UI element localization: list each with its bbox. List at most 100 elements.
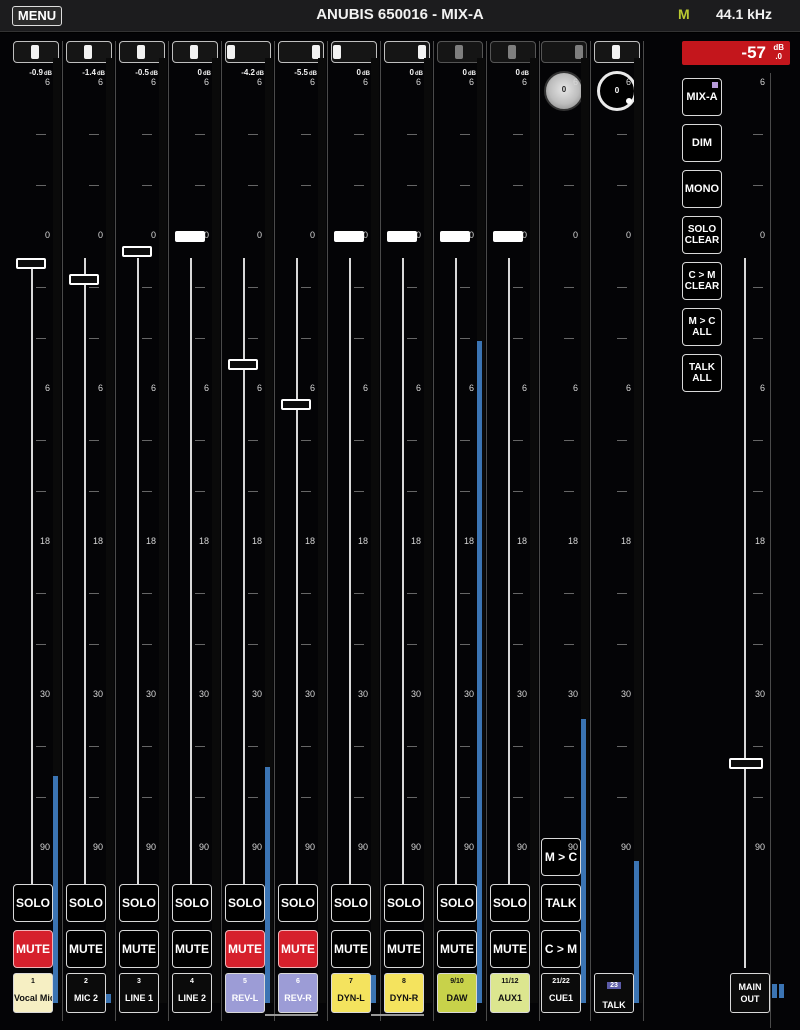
cue-m-to-c-button[interactable]: M > C (541, 838, 581, 876)
solo-button[interactable]: SOLO (172, 884, 212, 922)
mute-button[interactable]: MUTE (66, 930, 106, 968)
main-out-tab[interactable]: MAIN OUT (730, 973, 770, 1013)
scale-tick (89, 287, 99, 288)
solo-button[interactable]: SOLO (437, 884, 477, 922)
scale-label: 18 (39, 536, 50, 546)
mute-button[interactable]: MUTE (490, 930, 530, 968)
mixer-area: -0.9dB 6 0 6 18 30 90 SOLO MUTE 1 Vocal Mic -1.4dB 6… (0, 33, 800, 1030)
cue-knob[interactable]: 0 (544, 71, 584, 111)
pan-control[interactable] (225, 41, 271, 63)
talk-name-tab[interactable]: 23 TALK (594, 973, 634, 1013)
pan-control[interactable] (278, 41, 324, 63)
scale-label: 6 (415, 383, 421, 393)
cue-pan[interactable] (541, 41, 587, 63)
mute-button[interactable]: MUTE (172, 930, 212, 968)
pan-indicator (227, 45, 235, 59)
master-level-readout: -57 dB .0 (682, 41, 790, 65)
mute-button[interactable]: MUTE (384, 930, 424, 968)
pan-control[interactable] (437, 41, 483, 63)
scale-tick (407, 134, 417, 135)
scale-label: 6 (150, 77, 156, 87)
scale-tick (89, 593, 99, 594)
master-button-talk[interactable]: TALK ALL (682, 354, 722, 392)
main-out-label-2: OUT (740, 994, 760, 1004)
scale-label: 90 (145, 842, 156, 852)
channel-name-tab[interactable]: 11/12 AUX1 (490, 973, 530, 1013)
fader-handle[interactable] (175, 231, 205, 242)
fader-handle[interactable] (493, 231, 523, 242)
scale-label: 6 (468, 77, 474, 87)
fader-rail (402, 258, 404, 918)
scale-tick (460, 644, 470, 645)
mute-button[interactable]: MUTE (119, 930, 159, 968)
mute-button[interactable]: MUTE (331, 930, 371, 968)
channel-name-tab[interactable]: 8 DYN-R (384, 973, 424, 1013)
channel-name-tab[interactable]: 2 MIC 2 (66, 973, 106, 1013)
solo-button[interactable]: SOLO (13, 884, 53, 922)
scale-tick (407, 593, 417, 594)
scale-tick (36, 593, 46, 594)
channel-name-tab[interactable]: 1 Vocal Mic (13, 973, 53, 1013)
scale-label: 6 (97, 77, 103, 87)
fader-handle[interactable] (387, 231, 417, 242)
solo-button[interactable]: SOLO (66, 884, 106, 922)
channel-name-tab[interactable]: 5 REV-L (225, 973, 265, 1013)
fader-handle[interactable] (69, 274, 99, 285)
pan-control[interactable] (490, 41, 536, 63)
master-unit-bottom: .0 (775, 52, 782, 61)
solo-button[interactable]: SOLO (278, 884, 318, 922)
fader-handle[interactable] (281, 399, 311, 410)
gain-unit: dB (468, 71, 476, 77)
mute-button[interactable]: MUTE (13, 930, 53, 968)
master-button-line1: DIM (691, 136, 713, 149)
solo-button[interactable]: SOLO (225, 884, 265, 922)
pan-control[interactable] (331, 41, 377, 63)
menu-button[interactable]: MENU (12, 6, 62, 26)
fader-handle[interactable] (16, 258, 46, 269)
pan-control[interactable] (119, 41, 165, 63)
scale-tick (142, 491, 152, 492)
scale-tick (354, 746, 364, 747)
scale-label: 0 (309, 230, 315, 240)
pan-control[interactable] (384, 41, 430, 63)
scale-label: 0 (44, 230, 50, 240)
mute-button[interactable]: MUTE (278, 930, 318, 968)
solo-button[interactable]: SOLO (119, 884, 159, 922)
scale-label: 18 (198, 536, 209, 546)
master-button-mono[interactable]: MONO (682, 170, 722, 208)
pan-control[interactable] (66, 41, 112, 63)
fader-handle[interactable] (334, 231, 364, 242)
sample-rate: 44.1 kHz (716, 6, 773, 22)
mute-button[interactable]: MUTE (437, 930, 477, 968)
fader-handle[interactable] (228, 359, 258, 370)
solo-button[interactable]: SOLO (384, 884, 424, 922)
master-button-mix-a[interactable]: MIX-A (682, 78, 722, 116)
cue-talk-button[interactable]: TALK (541, 884, 581, 922)
master-button-dim[interactable]: DIM (682, 124, 722, 162)
master-fader-handle[interactable] (729, 758, 763, 769)
channel-name-tab[interactable]: 7 DYN-L (331, 973, 371, 1013)
solo-button[interactable]: SOLO (490, 884, 530, 922)
mute-button[interactable]: MUTE (225, 930, 265, 968)
scale-tick (301, 440, 311, 441)
channel-name: DYN-L (337, 993, 365, 1003)
solo-button[interactable]: SOLO (331, 884, 371, 922)
channel-name-tab[interactable]: 6 REV-R (278, 973, 318, 1013)
channel-name-tab[interactable]: 4 LINE 2 (172, 973, 212, 1013)
fader-handle[interactable] (122, 246, 152, 257)
scale-tick (36, 746, 46, 747)
master-button-solo[interactable]: SOLO CLEAR (682, 216, 722, 254)
scale-tick (460, 797, 470, 798)
pan-control[interactable] (172, 41, 218, 63)
scale-tick (142, 134, 152, 135)
master-button-c-m[interactable]: C > M CLEAR (682, 262, 722, 300)
fader-handle[interactable] (440, 231, 470, 242)
talk-pan[interactable] (594, 41, 640, 63)
cue-c-to-m-button[interactable]: C > M (541, 930, 581, 968)
pan-control[interactable] (13, 41, 59, 63)
master-button-m-c[interactable]: M > C ALL (682, 308, 722, 346)
channel-name-tab[interactable]: 9/10 DAW (437, 973, 477, 1013)
scale-tick (248, 338, 258, 339)
channel-name-tab[interactable]: 3 LINE 1 (119, 973, 159, 1013)
cue-name-tab[interactable]: 21/22 CUE1 (541, 973, 581, 1013)
